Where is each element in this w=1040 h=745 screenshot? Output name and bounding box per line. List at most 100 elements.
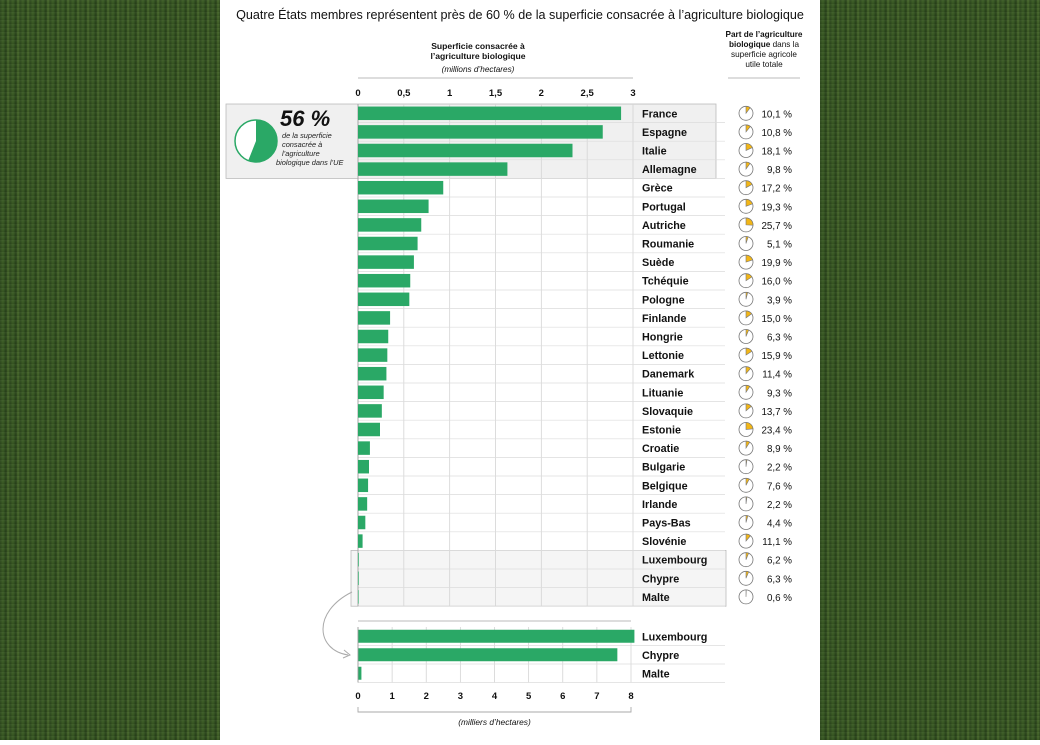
share-value: 19,9 % <box>761 258 792 269</box>
share-value: 10,8 % <box>761 128 792 139</box>
share-value: 6,3 % <box>767 574 792 585</box>
country-label: Malte <box>642 592 670 604</box>
country-label: Hongrie <box>642 332 683 344</box>
country-label: Portugal <box>642 201 686 213</box>
country-label: Grèce <box>642 183 673 195</box>
bar-finlande <box>358 311 390 325</box>
bar-grèce <box>358 181 443 195</box>
bar-estonie <box>358 423 380 437</box>
zoom-bar-chypre <box>358 648 617 661</box>
country-label: Pays-Bas <box>642 518 691 530</box>
share-value: 3,9 % <box>767 295 792 306</box>
bar-suède <box>358 255 414 269</box>
chart-panel: Quatre États membres représentent près d… <box>220 0 820 740</box>
zoom-country-label: Malte <box>642 668 670 680</box>
share-value: 19,3 % <box>761 202 792 213</box>
zoom-tick-label: 6 <box>560 691 565 702</box>
country-label: Lituanie <box>642 387 683 399</box>
share-value: 10,1 % <box>761 109 792 120</box>
share-value: 2,2 % <box>767 500 792 511</box>
share-value: 15,0 % <box>761 314 792 325</box>
bar-allemagne <box>358 162 507 176</box>
share-value: 18,1 % <box>761 147 792 158</box>
x-tick-label: 1,5 <box>489 88 503 99</box>
chart-title: Quatre États membres représentent près d… <box>236 7 804 22</box>
zoom-country-label: Chypre <box>642 650 679 662</box>
zoom-bar-malte <box>358 667 361 680</box>
x-tick-label: 0,5 <box>397 88 411 99</box>
country-label: Allemagne <box>642 164 697 176</box>
share-value: 9,3 % <box>767 388 792 399</box>
zoom-tick-label: 2 <box>424 691 429 702</box>
x-tick-label: 2,5 <box>581 88 595 99</box>
bar-lituanie <box>358 386 384 400</box>
bar-tchéquie <box>358 274 410 288</box>
bar-danemark <box>358 367 386 381</box>
zoom-tick-label: 1 <box>389 691 395 702</box>
x-tick-label: 0 <box>355 88 360 99</box>
country-label: Belgique <box>642 480 688 492</box>
share-value: 13,7 % <box>761 407 792 418</box>
share-value: 15,9 % <box>761 351 792 362</box>
x-tick-label: 1 <box>447 88 453 99</box>
bar-slovénie <box>358 534 363 548</box>
share-value: 0,6 % <box>767 593 792 604</box>
bar-luxembourg <box>358 553 359 567</box>
zoom-tick-label: 3 <box>458 691 463 702</box>
zoom-tick-label: 5 <box>526 691 532 702</box>
country-label: Autriche <box>642 220 686 232</box>
bar-autriche <box>358 218 421 232</box>
share-value: 7,6 % <box>767 481 792 492</box>
share-value: 16,0 % <box>761 277 792 288</box>
zoom-tick-label: 0 <box>355 691 360 702</box>
country-label: Finlande <box>642 313 686 325</box>
share-value: 8,9 % <box>767 444 792 455</box>
bar-roumanie <box>358 237 418 251</box>
country-label: Slovaquie <box>642 406 693 418</box>
share-value: 6,2 % <box>767 556 792 567</box>
country-label: Estonie <box>642 425 681 437</box>
zoom-bracket <box>358 707 631 712</box>
highlight-value: 56 % <box>280 106 330 131</box>
zoom-bar-luxembourg <box>358 630 634 643</box>
country-label: Croatie <box>642 443 679 455</box>
share-value: 4,4 % <box>767 519 792 530</box>
share-pie-slice <box>746 218 753 225</box>
zoom-arrow <box>323 592 352 655</box>
share-value: 17,2 % <box>761 184 792 195</box>
bar-italie <box>358 144 573 158</box>
country-label: France <box>642 108 677 120</box>
bar-france <box>358 107 621 121</box>
country-label: Slovénie <box>642 536 686 548</box>
zoom-tick-label: 7 <box>594 691 599 702</box>
bar-lettonie <box>358 348 387 362</box>
share-value: 6,3 % <box>767 333 792 344</box>
zoom-country-label: Luxembourg <box>642 631 707 643</box>
bar-chypre <box>358 572 359 586</box>
bar-pologne <box>358 293 409 307</box>
country-label: Roumanie <box>642 239 694 251</box>
country-label: Danemark <box>642 369 695 381</box>
country-label: Tchéquie <box>642 276 689 288</box>
share-value: 11,1 % <box>762 537 792 548</box>
country-label: Suède <box>642 257 674 269</box>
main-axis-unit: (millions d’hectares) <box>442 65 515 74</box>
bar-bulgarie <box>358 460 369 474</box>
bar-malte <box>358 590 359 604</box>
country-label: Chypre <box>642 573 679 585</box>
share-pie-slice <box>746 423 753 430</box>
share-value: 11,4 % <box>762 370 792 381</box>
zoom-tick-label: 8 <box>628 691 633 702</box>
x-tick-label: 3 <box>630 88 635 99</box>
share-value: 9,8 % <box>767 165 792 176</box>
share-value: 25,7 % <box>761 221 792 232</box>
chart-svg: Quatre États membres représentent près d… <box>220 0 820 740</box>
zoom-tick-label: 4 <box>492 691 498 702</box>
country-label: Lettonie <box>642 350 684 362</box>
country-label: Pologne <box>642 294 685 306</box>
bar-portugal <box>358 200 429 214</box>
country-label: Luxembourg <box>642 555 707 567</box>
bar-belgique <box>358 479 368 493</box>
